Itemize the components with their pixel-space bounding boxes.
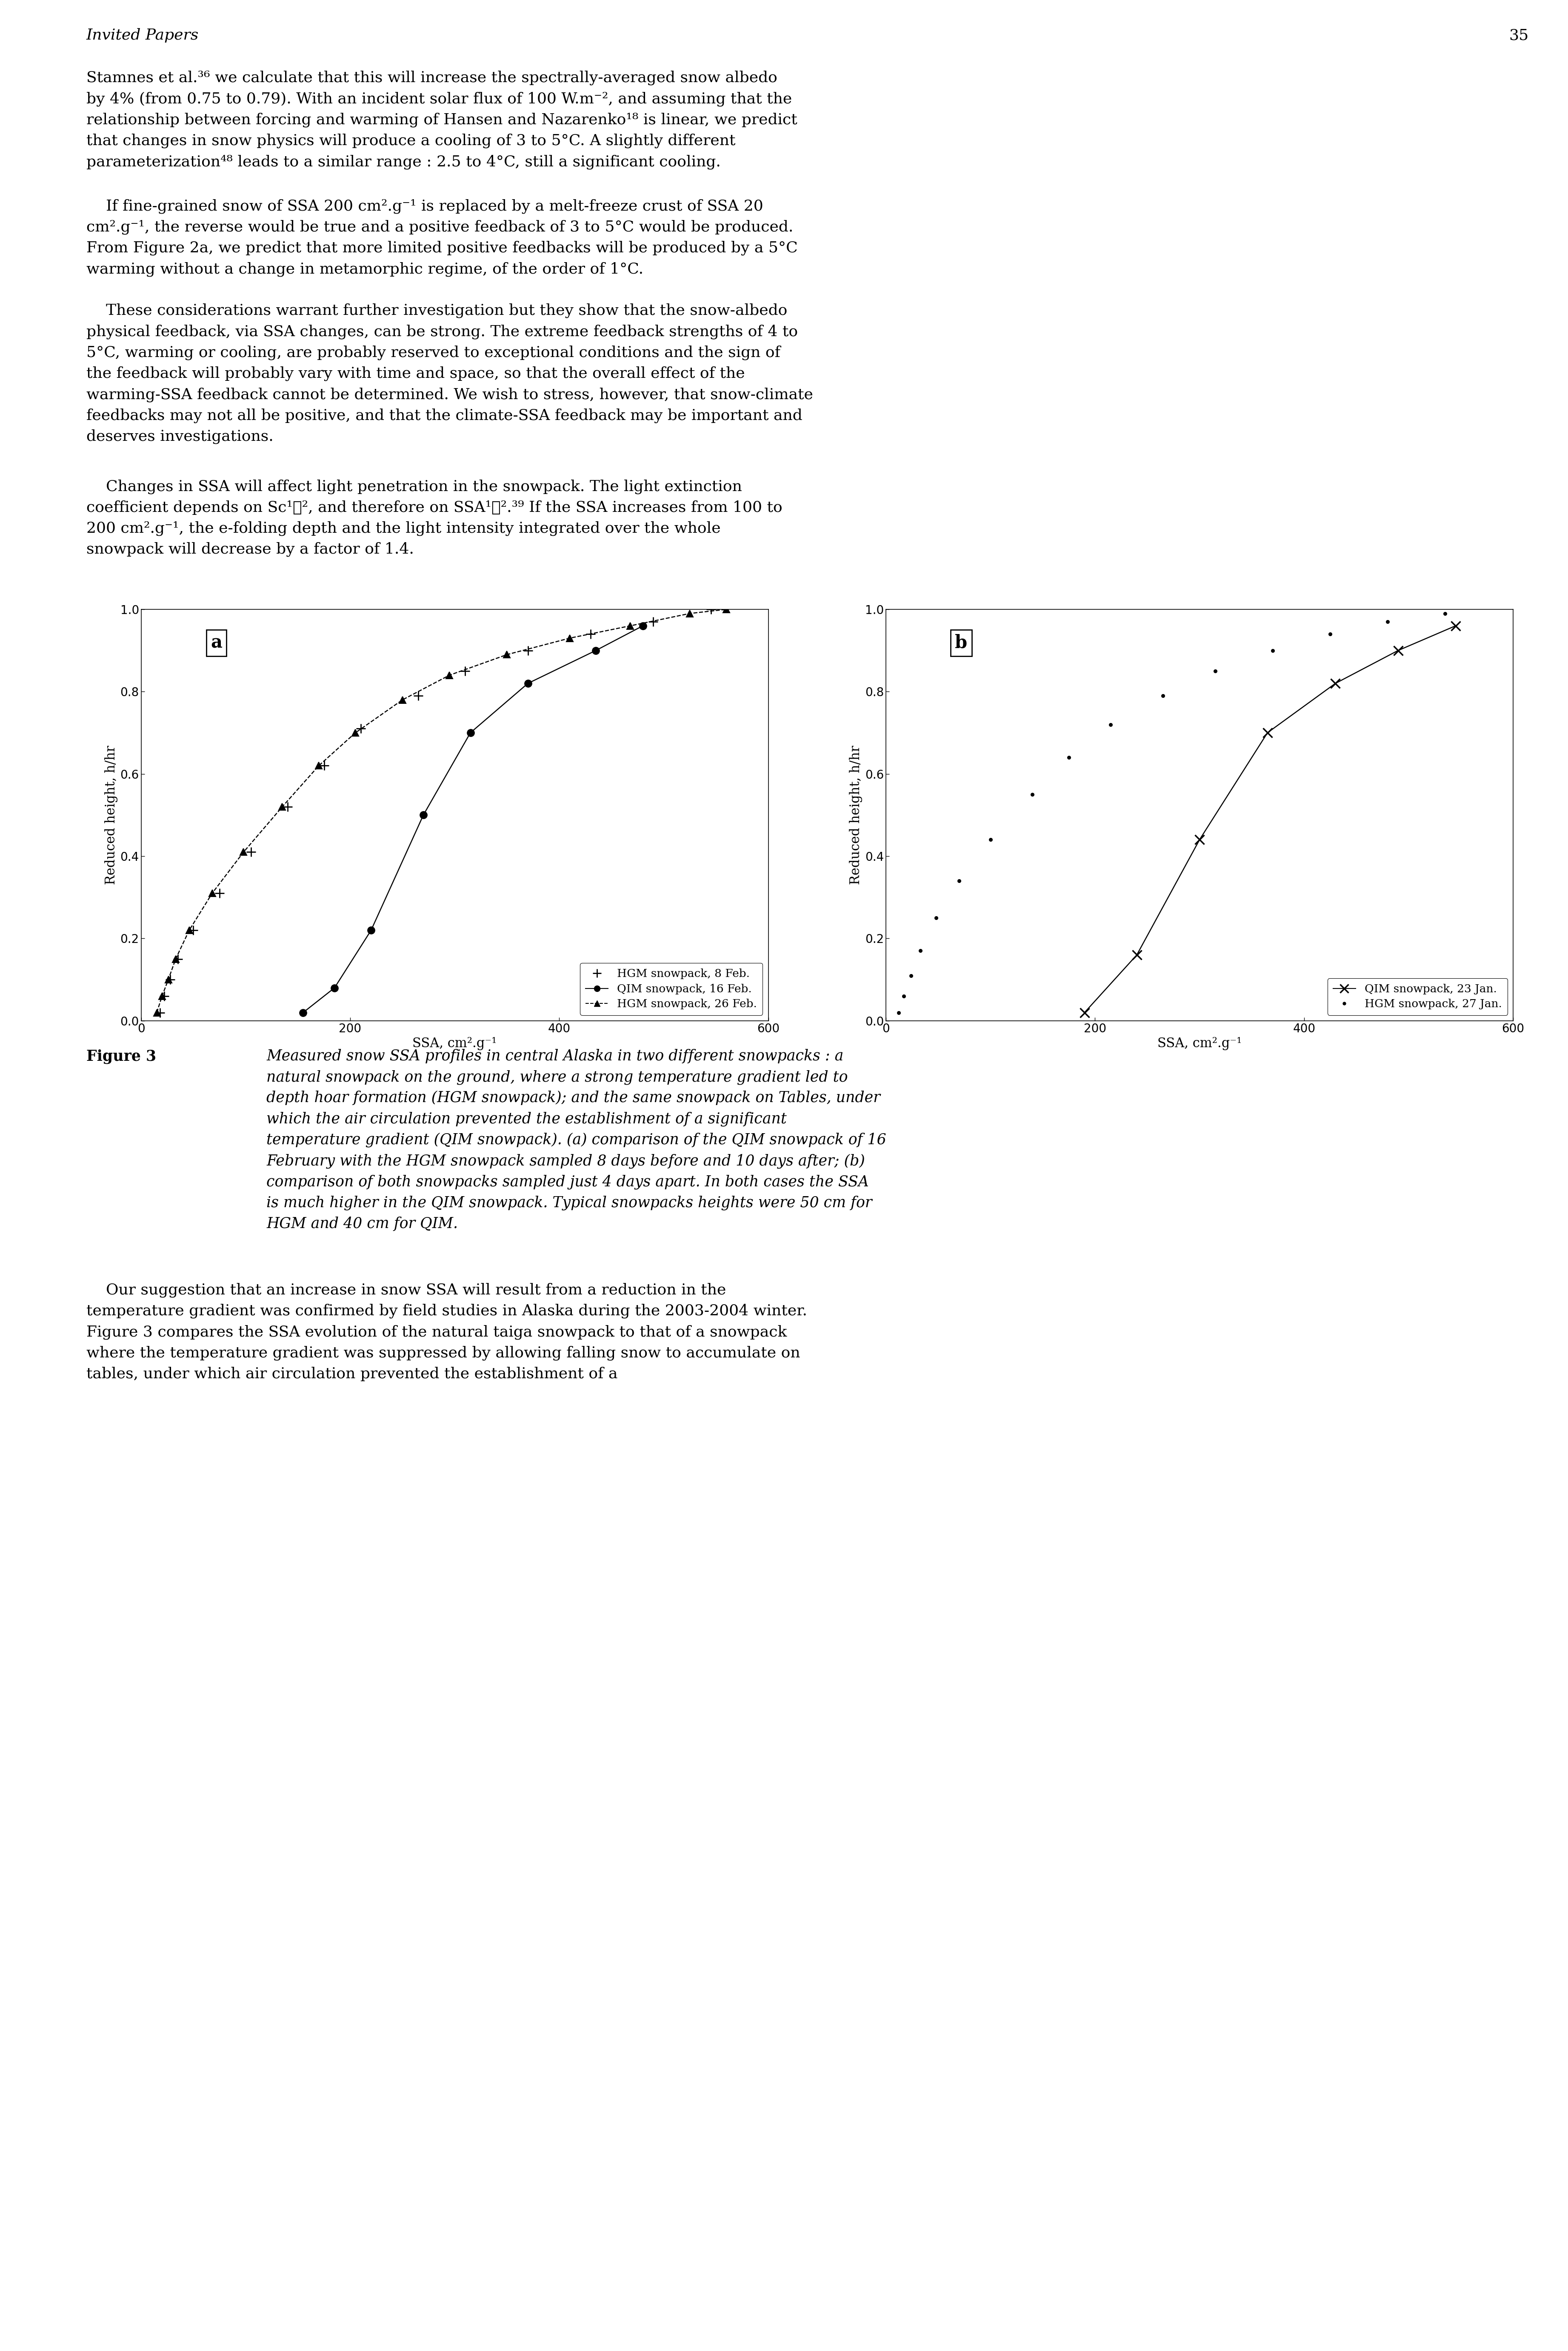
X-axis label: SSA, cm².g⁻¹: SSA, cm².g⁻¹ [412, 1037, 497, 1051]
Text: Figure 3: Figure 3 [86, 1049, 157, 1063]
Text: a: a [210, 635, 223, 651]
Text: Stamnes et al.³⁶ we calculate that this will increase the spectrally-averaged sn: Stamnes et al.³⁶ we calculate that this … [86, 71, 797, 169]
Text: Our suggestion that an increase in snow SSA will result from a reduction in the
: Our suggestion that an increase in snow … [86, 1284, 808, 1380]
Y-axis label: Reduced height, h/hr: Reduced height, h/hr [105, 745, 118, 884]
X-axis label: SSA, cm².g⁻¹: SSA, cm².g⁻¹ [1157, 1037, 1242, 1051]
Legend: HGM snowpack, 8 Feb., QIM snowpack, 16 Feb., HGM snowpack, 26 Feb.: HGM snowpack, 8 Feb., QIM snowpack, 16 F… [580, 964, 762, 1016]
Y-axis label: Reduced height, h/hr: Reduced height, h/hr [850, 745, 862, 884]
Text: These considerations warrant further investigation but they show that the snow-a: These considerations warrant further inv… [86, 303, 812, 444]
Text: If fine-grained snow of SSA 200 cm².g⁻¹ is replaced by a melt-freeze crust of SS: If fine-grained snow of SSA 200 cm².g⁻¹ … [86, 200, 798, 277]
Text: Measured snow SSA profiles in central Alaska in two different snowpacks : a
natu: Measured snow SSA profiles in central Al… [267, 1049, 886, 1232]
Text: b: b [955, 635, 967, 651]
Text: Changes in SSA will affect light penetration in the snowpack. The light extincti: Changes in SSA will affect light penetra… [86, 480, 782, 557]
Text: Invited Papers: Invited Papers [86, 28, 199, 42]
Legend: QIM snowpack, 23 Jan., HGM snowpack, 27 Jan.: QIM snowpack, 23 Jan., HGM snowpack, 27 … [1328, 978, 1507, 1016]
Text: 35: 35 [1508, 28, 1529, 42]
